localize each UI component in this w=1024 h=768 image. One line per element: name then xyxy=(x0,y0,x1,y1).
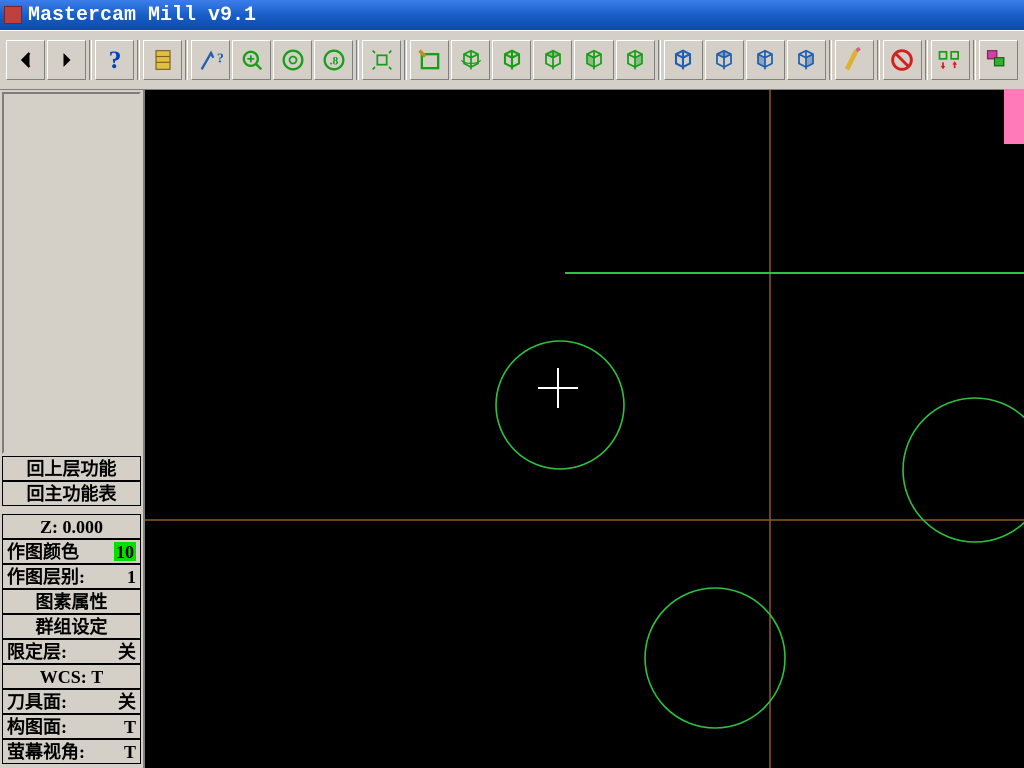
menu-panel xyxy=(2,92,141,454)
color-label: 作图颜色 xyxy=(7,542,79,561)
cplane-label: 构图面: xyxy=(7,717,67,736)
color-button[interactable]: 作图颜色 10 xyxy=(2,539,141,564)
help-button[interactable]: ? xyxy=(95,40,134,80)
cplane-side-button[interactable] xyxy=(787,40,826,80)
cplane-value: T xyxy=(124,717,136,736)
svg-text:.8: .8 xyxy=(329,55,338,68)
zoom-half-button[interactable]: .8 xyxy=(314,40,353,80)
toolbar-separator xyxy=(973,40,976,80)
zoom-previous-button[interactable] xyxy=(273,40,312,80)
z-value: 0.000 xyxy=(63,517,104,536)
toolbar-separator xyxy=(877,40,880,80)
main-menu-button[interactable]: 回主功能表 xyxy=(2,481,141,506)
fit-button[interactable] xyxy=(362,40,401,80)
more-button[interactable] xyxy=(979,40,1018,80)
toolbar-separator xyxy=(658,40,661,80)
nav-back-button[interactable] xyxy=(6,40,45,80)
cplane-iso-button[interactable] xyxy=(664,40,703,80)
undo-button[interactable] xyxy=(883,40,922,80)
gview-front-button[interactable] xyxy=(574,40,613,80)
secondary-panel: 回上层功能 回主功能表 Z: 0.000 作图颜色 10 作图层别: 1 图素属… xyxy=(0,456,143,768)
window-titlebar: Mastercam Mill v9.1 xyxy=(0,0,1024,30)
tplane-value: 关 xyxy=(118,692,136,711)
limit-layer-button[interactable]: 限定层: 关 xyxy=(2,639,141,664)
cplane-front-button[interactable] xyxy=(746,40,785,80)
layer-value: 1 xyxy=(127,567,136,586)
z-depth-button[interactable]: Z: 0.000 xyxy=(2,514,141,539)
main-toolbar: ? ? .8 xyxy=(0,30,1024,90)
app-icon xyxy=(4,6,22,24)
cplane-button[interactable]: 构图面: T xyxy=(2,714,141,739)
toolbar-separator xyxy=(829,40,832,80)
tplane-label: 刀具面: xyxy=(7,692,67,711)
window-title: Mastercam Mill v9.1 xyxy=(28,4,256,27)
sidebar: 回上层功能 回主功能表 Z: 0.000 作图颜色 10 作图层别: 1 图素属… xyxy=(0,90,145,768)
gview-dynamic-button[interactable] xyxy=(451,40,490,80)
attributes-button[interactable]: 图素属性 xyxy=(2,589,141,614)
layer-button[interactable]: 作图层别: 1 xyxy=(2,564,141,589)
toolbar-separator xyxy=(185,40,188,80)
repaint-button[interactable] xyxy=(410,40,449,80)
svg-text:?: ? xyxy=(216,51,223,66)
limit-value: 关 xyxy=(118,642,136,661)
wcs-button[interactable]: WCS: T xyxy=(2,664,141,689)
nav-forward-button[interactable] xyxy=(47,40,86,80)
toolbar-separator xyxy=(137,40,140,80)
toolbar-separator xyxy=(356,40,359,80)
wcs-label: WCS: xyxy=(40,667,87,686)
toolbar-separator xyxy=(89,40,92,80)
toggle-toolbar-button[interactable] xyxy=(931,40,970,80)
gview-iso-button[interactable] xyxy=(492,40,531,80)
tplane-button[interactable]: 刀具面: 关 xyxy=(2,689,141,714)
layer-label: 作图层别: xyxy=(7,567,85,586)
wcs-value: T xyxy=(91,667,103,686)
gview-button[interactable]: 萤幕视角: T xyxy=(2,739,141,764)
toolbar-separator xyxy=(925,40,928,80)
gview-label: 萤幕视角: xyxy=(7,742,85,761)
side-tab[interactable] xyxy=(1004,89,1024,144)
main-area: 回上层功能 回主功能表 Z: 0.000 作图颜色 10 作图层别: 1 图素属… xyxy=(0,90,1024,768)
z-label: Z: xyxy=(40,517,58,536)
limit-label: 限定层: xyxy=(7,642,67,661)
cplane-top-button[interactable] xyxy=(705,40,744,80)
gview-side-button[interactable] xyxy=(616,40,655,80)
canvas-geometry xyxy=(145,90,1024,768)
color-value: 10 xyxy=(114,542,136,561)
gview-top-button[interactable] xyxy=(533,40,572,80)
zoom-window-button[interactable] xyxy=(232,40,271,80)
file-button[interactable] xyxy=(143,40,182,80)
gview-value: T xyxy=(124,742,136,761)
analyze-button[interactable]: ? xyxy=(191,40,230,80)
drawing-canvas[interactable] xyxy=(145,90,1024,768)
back-menu-button[interactable]: 回上层功能 xyxy=(2,456,141,481)
delete-button[interactable] xyxy=(835,40,874,80)
group-button[interactable]: 群组设定 xyxy=(2,614,141,639)
toolbar-separator xyxy=(404,40,407,80)
svg-text:?: ? xyxy=(108,46,121,74)
